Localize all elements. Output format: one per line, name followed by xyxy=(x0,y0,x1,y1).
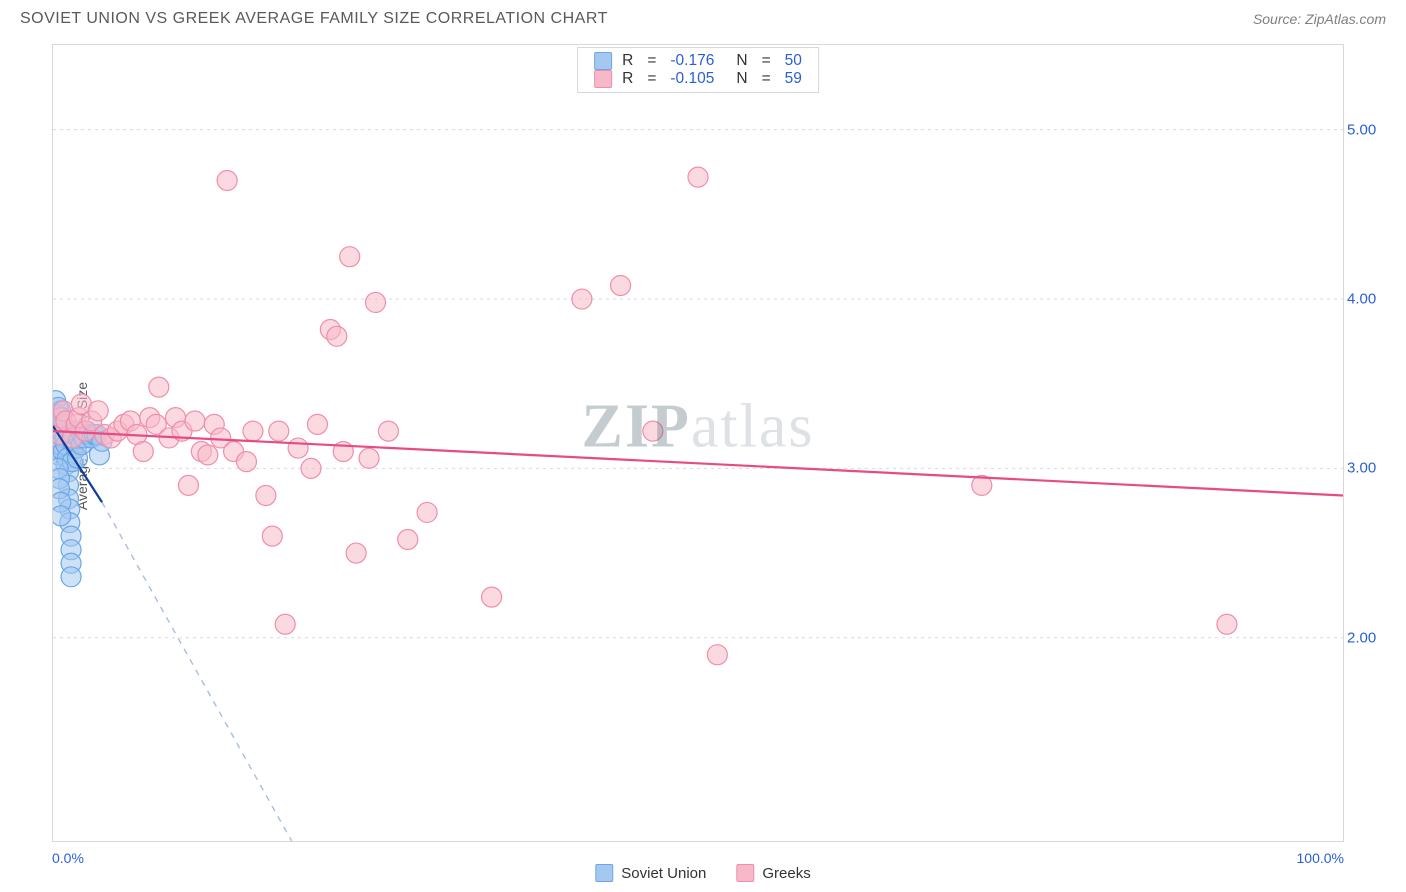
y-tick-label: 4.00 xyxy=(1347,291,1395,308)
stat-label-r: R xyxy=(622,70,633,88)
stat-value-r-soviet: -0.176 xyxy=(670,52,726,70)
series-legend: Soviet Union Greeks xyxy=(595,864,810,882)
stat-value-r-greeks: -0.105 xyxy=(670,70,726,88)
stat-label-r: R xyxy=(622,52,633,70)
chart-title: SOVIET UNION VS GREEK AVERAGE FAMILY SIZ… xyxy=(20,10,608,28)
stat-value-n-soviet: 50 xyxy=(785,52,802,70)
stats-swatch-soviet xyxy=(594,52,612,70)
x-tick-min: 0.0% xyxy=(52,850,84,866)
y-tick-label: 3.00 xyxy=(1347,460,1395,477)
stat-label-n: N xyxy=(736,52,747,70)
stat-label-n: N xyxy=(736,70,747,88)
legend-swatch-greeks xyxy=(736,864,754,882)
legend-swatch-soviet xyxy=(595,864,613,882)
chart-frame: ZIPatlas R= -0.176 N= 50 R= -0.105 N= 59… xyxy=(52,44,1344,842)
x-tick-max: 100.0% xyxy=(1297,850,1344,866)
chart-plot xyxy=(53,45,1343,841)
stat-value-n-greeks: 59 xyxy=(785,70,802,88)
stats-row-greeks: R= -0.105 N= 59 xyxy=(594,70,802,88)
stats-swatch-greeks xyxy=(594,70,612,88)
y-tick-label: 2.00 xyxy=(1347,629,1395,646)
stats-row-soviet: R= -0.176 N= 50 xyxy=(594,52,802,70)
legend-item-greeks: Greeks xyxy=(736,864,810,882)
chart-header: SOVIET UNION VS GREEK AVERAGE FAMILY SIZ… xyxy=(0,0,1406,34)
y-tick-label: 5.00 xyxy=(1347,121,1395,138)
legend-label-greeks: Greeks xyxy=(762,865,810,882)
legend-item-soviet: Soviet Union xyxy=(595,864,706,882)
stats-legend: R= -0.176 N= 50 R= -0.105 N= 59 xyxy=(577,47,819,93)
legend-label-soviet: Soviet Union xyxy=(621,865,706,882)
chart-container: SOVIET UNION VS GREEK AVERAGE FAMILY SIZ… xyxy=(0,0,1406,892)
chart-source: Source: ZipAtlas.com xyxy=(1253,11,1386,27)
